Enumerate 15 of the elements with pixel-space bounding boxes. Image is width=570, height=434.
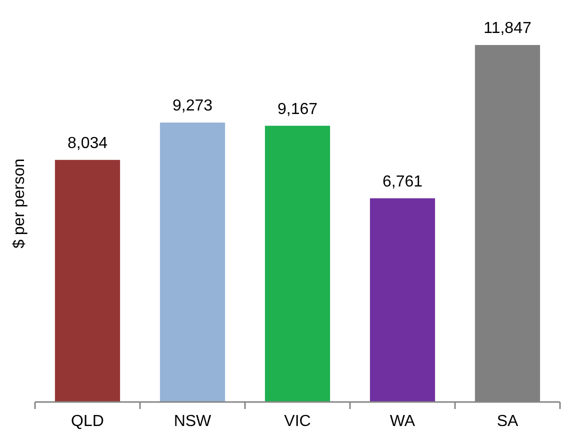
bar <box>160 122 226 402</box>
bar <box>54 160 120 402</box>
data-label: 9,273 <box>172 98 213 115</box>
x-tick-label: NSW <box>174 413 212 430</box>
data-label: 11,847 <box>484 20 532 37</box>
y-axis-title: $ per person <box>11 158 28 248</box>
data-label: 8,034 <box>67 134 108 152</box>
data-label: 9,167 <box>277 100 318 118</box>
bar <box>264 126 330 402</box>
bar <box>370 198 436 402</box>
x-tick-label: WA <box>390 413 416 430</box>
x-tick-label: QLD <box>71 413 104 430</box>
data-label: 6,761 <box>382 173 423 190</box>
x-tick-label: VIC <box>284 413 311 430</box>
x-tick-label: SA <box>496 413 518 430</box>
